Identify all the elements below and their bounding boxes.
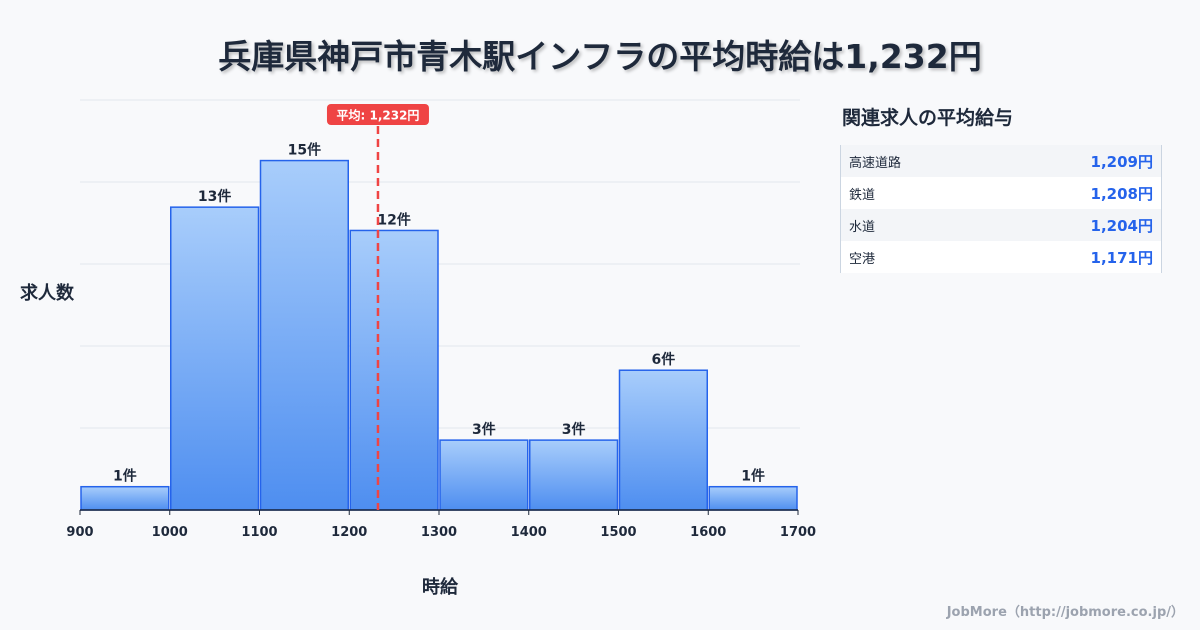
histogram-bar [529,439,619,511]
page-title: 兵庫県神戸市青木駅インフラの平均時給は1,232円 [218,37,982,76]
job-name: 水道 [849,219,876,235]
job-wage: 1,204円 [1090,216,1153,235]
job-wage: 1,171円 [1090,248,1153,267]
bar-value-label: 15件 [288,142,321,159]
histogram-bar [259,159,349,511]
histogram-bar [170,206,260,511]
bar-value-label: 6件 [652,351,676,368]
table-row: 鉄道 1,208円 [841,177,1161,209]
job-name: 空港 [849,251,876,267]
histogram-bar [80,485,170,511]
bar-value-label: 13件 [198,188,231,205]
histogram-chart: 1件 13件 15件 12件 3件 3件 6件 1件 900 1000 1100 1200 1300 14… [20,99,816,598]
x-tick-label: 1500 [600,525,636,540]
footer-credit: JobMore（http://jobmore.co.jp/） [946,605,1184,620]
bar-value-label: 3件 [472,421,496,438]
histogram-bar [349,229,439,511]
x-tick-label: 1700 [780,525,816,540]
x-tick-label: 1600 [690,525,726,540]
x-tick-label: 900 [66,525,93,540]
bar-value-label: 1件 [741,468,765,485]
mean-label: 平均: 1,232円 [337,108,420,123]
table-row: 水道 1,204円 [841,209,1161,241]
table-row: 空港 1,171円 [841,241,1161,273]
job-name: 高速道路 [849,155,902,171]
x-tick-label: 1200 [331,525,367,540]
x-axis-label: 時給 [422,576,459,598]
y-axis-label: 求人数 [20,282,75,304]
bar-value-label: 3件 [562,421,586,438]
related-jobs-table: 高速道路 1,209円 鉄道 1,208円 水道 1,204円 空港 1,171円 [840,145,1162,273]
table-row: 高速道路 1,209円 [841,145,1161,177]
x-tick-label: 1400 [511,525,547,540]
bar-value-label: 1件 [113,468,137,485]
x-tick-label: 1300 [421,525,457,540]
mean-badge [326,104,429,125]
bar-value-label: 12件 [377,211,410,228]
x-tick-label: 1100 [241,525,277,540]
related-jobs-title: 関連求人の平均給与 [842,107,1014,129]
x-tick-label: 1000 [152,525,188,540]
job-wage: 1,209円 [1090,152,1153,171]
job-name: 鉄道 [849,187,876,203]
histogram-bar [618,369,708,511]
job-wage: 1,208円 [1090,184,1153,203]
histogram-bar [708,485,798,511]
histogram-bar [439,439,529,511]
